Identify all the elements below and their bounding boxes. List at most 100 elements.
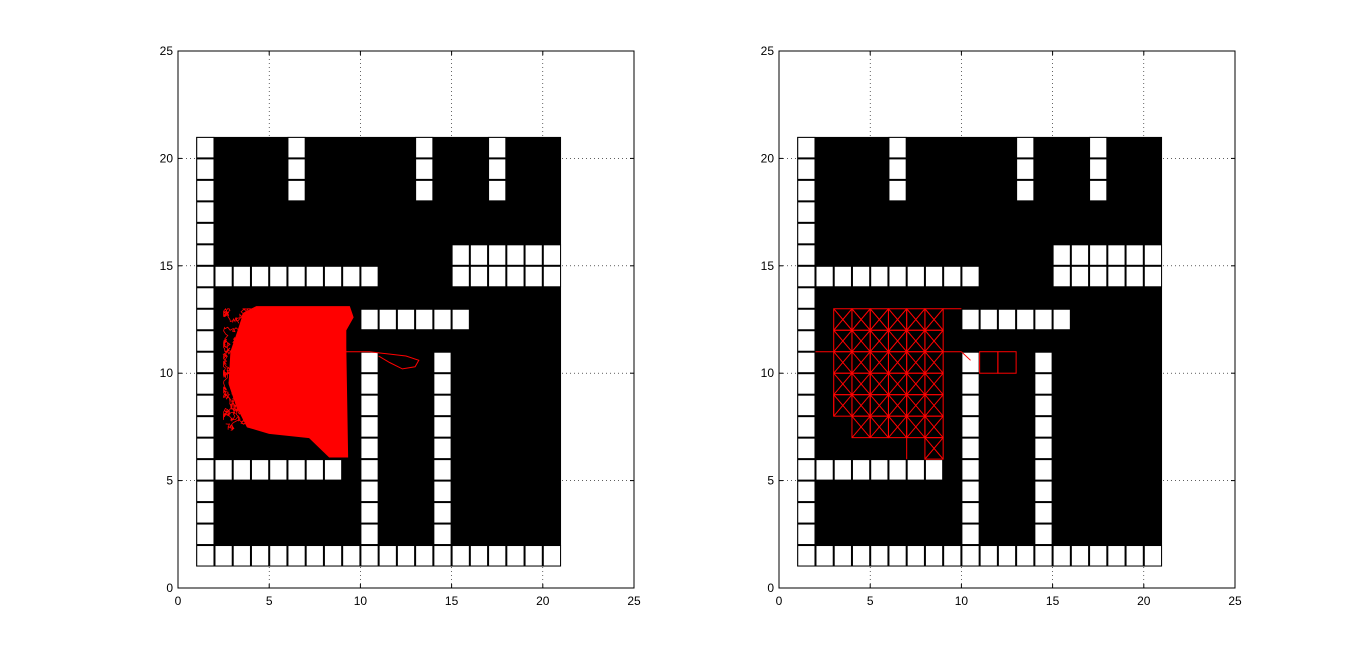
free-cell [488,179,507,202]
free-cell [797,330,816,352]
free-cell [888,136,907,159]
free-cell [287,545,306,567]
axes-box [177,50,635,589]
free-cell [433,545,452,567]
free-cell [1089,265,1108,288]
visited-cell-diagonal [851,415,871,438]
visited-cell-diagonal [833,329,853,353]
visited-cell-diagonal [924,351,944,374]
x-tick-label: 25 [1228,594,1242,608]
free-cell [196,244,215,266]
free-cell [360,459,379,481]
x-tick-label: 5 [266,594,273,608]
y-tick-label: 10 [160,366,174,380]
visited-cell-diagonal [851,372,871,396]
free-cell [469,545,489,567]
free-cell [214,265,233,288]
free-cell [524,265,543,288]
visited-cell-diagonal [906,394,926,417]
free-cell [1034,351,1053,374]
free-cell [415,308,434,331]
visited-cell-diagonal [924,329,944,353]
free-cell [870,545,889,567]
left-axes: 0 5 10 15 20 25 0 5 10 15 20 25 [160,44,641,608]
free-cell [797,136,816,159]
free-cell [342,545,361,567]
free-cell [943,545,962,567]
x-tick-label: 0 [175,594,182,608]
free-cell [524,244,543,266]
free-cell [542,545,562,567]
free-cell [305,545,324,567]
free-cell [961,394,980,417]
free-cell [1016,308,1035,331]
free-cell [287,136,306,159]
free-cell [232,265,251,288]
free-cell [196,308,215,331]
free-cell [1089,158,1108,180]
visited-cell-diagonal [888,351,908,374]
trajectory [815,308,1017,460]
free-cell [924,459,944,481]
trajectory-strand [223,389,252,420]
visited-cell [924,437,944,460]
y-tick-label: 0 [767,581,774,595]
free-cell [870,265,889,288]
trajectory-strand [225,404,262,431]
free-cell [396,308,416,331]
free-cell [833,459,852,481]
free-cell [1052,265,1071,288]
free-cell [396,545,416,567]
free-cell [196,222,215,245]
free-cell [360,373,379,395]
y-tick-label: 0 [166,581,173,595]
free-cell [888,265,907,288]
x-tick-label: 15 [445,594,459,608]
free-cell [232,545,251,567]
free-cell [415,545,434,567]
free-cell [506,545,525,567]
free-cell [196,201,215,223]
free-cell [797,287,816,309]
trajectory-branch [345,351,420,370]
free-cell [1034,545,1053,567]
free-cell [1070,265,1090,288]
free-cell [360,265,379,288]
free-cell [196,394,215,417]
free-cell [906,265,925,288]
free-cell [1052,308,1071,331]
free-cell [433,459,452,481]
free-cell [360,351,379,374]
free-cell [1034,459,1053,481]
visited-cell-diagonal [833,372,853,396]
y-tick-label: 5 [166,474,173,488]
visited-cell-diagonal [851,394,871,417]
free-cell [488,158,507,180]
free-cell [506,265,525,288]
x-tick-label: 5 [867,594,874,608]
visited-cell-diagonal [924,394,944,417]
visited-cell-diagonal [869,308,889,331]
free-cell [250,459,270,481]
visited-cell-diagonal [869,329,889,353]
trajectory-strand [237,379,268,398]
y-tick-label: 15 [761,259,775,273]
free-cell [542,265,562,288]
free-cell [797,351,816,374]
free-cell [232,459,251,481]
trajectory-strand [244,349,281,370]
x-tick-label: 20 [1137,594,1151,608]
free-cell [1089,244,1108,266]
visited-cell-diagonal [906,329,926,353]
free-cell [906,545,925,567]
free-cell [196,373,215,395]
free-cell [961,459,980,481]
free-cell [451,308,470,331]
free-cell [1016,136,1035,159]
trajectory-strand [223,348,253,378]
free-cell [1089,136,1108,159]
free-cell [888,179,907,202]
free-cell [433,394,452,417]
free-cell [433,480,452,503]
x-tick-label: 25 [627,594,641,608]
